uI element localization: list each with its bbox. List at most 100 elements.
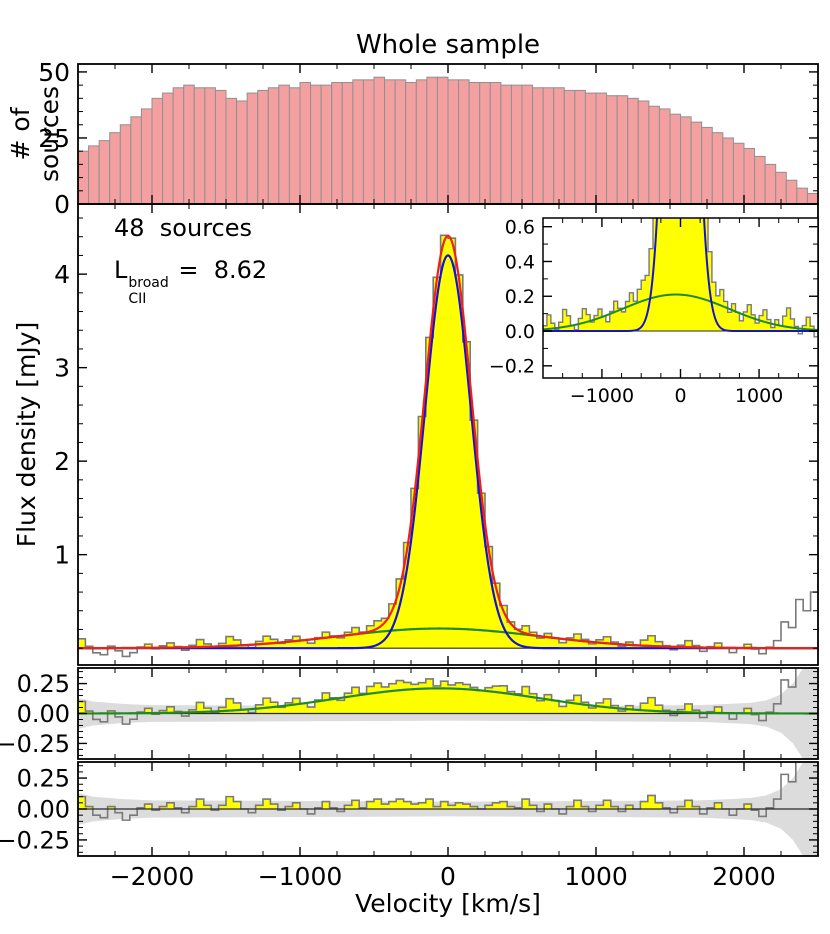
count-bar xyxy=(214,89,227,204)
count-bar xyxy=(415,79,428,204)
x-tick-label: −2000 xyxy=(110,862,195,891)
count-bar xyxy=(352,79,364,204)
top-y-axis-label: # of sources xyxy=(6,85,64,183)
count-bar xyxy=(796,187,808,204)
count-bar xyxy=(468,81,481,204)
count-bar xyxy=(288,87,301,204)
count-bar xyxy=(637,100,650,204)
count-bar xyxy=(658,108,671,204)
count-bar xyxy=(405,81,417,204)
count-bar xyxy=(500,84,512,204)
lcii-supsub: broad CII xyxy=(128,275,168,307)
y-tick-label: 2 xyxy=(54,447,70,476)
figure-title: Whole sample xyxy=(355,30,541,60)
y-tick-label: 0.00 xyxy=(17,700,70,728)
count-bar xyxy=(193,87,206,204)
count-bar xyxy=(584,92,597,204)
count-bar xyxy=(574,89,586,204)
count-bar xyxy=(732,142,745,204)
count-bar xyxy=(257,89,269,204)
count-bar xyxy=(711,132,724,204)
y-tick-label: 0.25 xyxy=(17,670,70,698)
count-bar xyxy=(553,87,565,204)
inset-fill xyxy=(543,218,818,332)
inset-histogram xyxy=(543,218,818,338)
count-bar xyxy=(246,92,259,204)
count-bar xyxy=(722,137,734,204)
x-tick-label: 1000 xyxy=(735,385,783,407)
sources-count-annotation: 48 sources xyxy=(114,214,252,242)
count-bar xyxy=(479,81,491,204)
count-bar xyxy=(119,124,132,204)
x-tick-label: −1000 xyxy=(570,385,634,407)
residual-histogram xyxy=(78,668,797,725)
count-bar xyxy=(183,84,195,204)
count-bar xyxy=(299,81,312,204)
count-bar xyxy=(595,92,608,204)
inset-narrow-fit-curve xyxy=(543,218,818,333)
count-bar xyxy=(785,179,798,204)
y-tick-label: 25 xyxy=(38,124,70,153)
axis-ticks xyxy=(77,204,819,665)
y-tick-label: 0.2 xyxy=(505,286,535,308)
count-bar xyxy=(532,87,544,204)
inset-broad-fit-curve xyxy=(543,293,818,331)
residual-fill xyxy=(78,678,767,714)
count-bar xyxy=(341,81,354,204)
count-bar xyxy=(267,87,280,204)
y-tick-label: 0.25 xyxy=(17,765,70,793)
count-bar xyxy=(394,79,407,204)
y-tick-label: −0.25 xyxy=(0,730,70,758)
count-bar xyxy=(278,84,290,204)
y-tick-label: 0 xyxy=(54,190,70,219)
count-bar xyxy=(225,97,238,204)
count-bar xyxy=(204,87,216,204)
x-tick-label: −1000 xyxy=(258,862,343,891)
count-bar xyxy=(690,121,703,204)
spectrum-panel xyxy=(78,234,818,658)
count-bar xyxy=(88,145,100,204)
count-bar xyxy=(680,116,692,204)
source-count-histogram xyxy=(78,76,818,204)
lcii-value: = 8.62 xyxy=(170,256,268,284)
y-tick-label: 0.6 xyxy=(505,217,535,239)
count-bar xyxy=(764,163,777,204)
count-bar xyxy=(743,148,756,204)
count-bar xyxy=(310,84,322,204)
count-bar xyxy=(754,155,766,204)
count-bar xyxy=(331,81,343,204)
main-y-axis-label: Flux density [mJy] xyxy=(12,321,41,548)
residual-fill xyxy=(78,795,767,809)
count-bar xyxy=(563,89,576,204)
count-bar xyxy=(542,87,555,204)
x-tick-label: 2000 xyxy=(712,862,776,891)
y-tick-label: 0.00 xyxy=(17,796,70,824)
lcii-subscript: CII xyxy=(128,290,147,307)
y-tick-label: 0.4 xyxy=(505,251,535,273)
axis-ticks xyxy=(77,762,819,856)
x-axis-label: Velocity [km/s] xyxy=(355,889,541,918)
count-bar xyxy=(627,97,639,204)
y-tick-label: −0.2 xyxy=(489,356,535,378)
axis-ticks xyxy=(542,218,819,378)
count-bar xyxy=(320,84,333,204)
count-bar xyxy=(98,140,111,204)
count-bar xyxy=(447,79,460,204)
count-bar xyxy=(436,76,449,204)
count-bar xyxy=(806,192,818,204)
y-tick-label: 3 xyxy=(54,354,70,383)
count-bar xyxy=(151,97,164,204)
residual-broad-panel xyxy=(78,668,818,759)
count-bar xyxy=(109,132,121,204)
inset-panel xyxy=(543,218,818,338)
count-bar xyxy=(648,105,660,204)
count-bar xyxy=(236,100,248,204)
residual-total-panel xyxy=(78,762,818,856)
y-tick-label: 0.0 xyxy=(505,321,535,343)
count-bar xyxy=(606,95,618,204)
axis-ticks xyxy=(77,668,819,759)
count-bar xyxy=(426,76,438,204)
x-tick-label: 0 xyxy=(674,385,686,407)
